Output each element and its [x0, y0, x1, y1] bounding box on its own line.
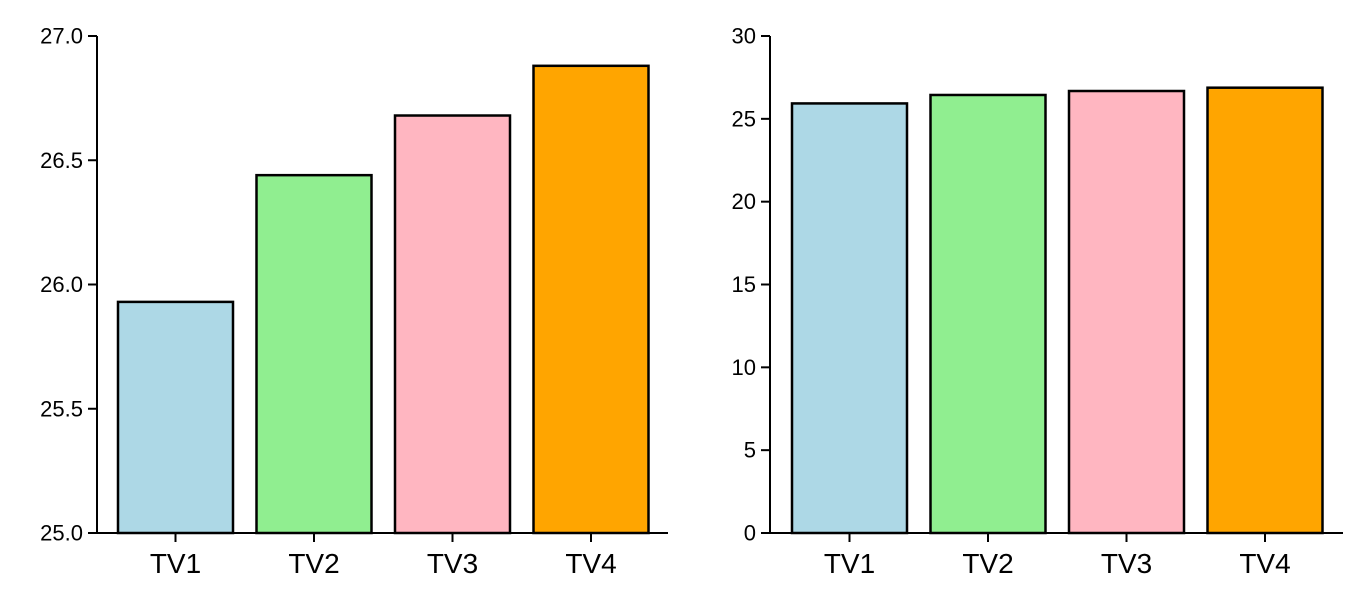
y-tick-label: 25.5: [40, 396, 83, 421]
left-bar-chart: 25.0 25.5 26.0 26.5 27.0 TV1 TV2 TV3 TV4: [40, 24, 668, 579]
y-tick-label: 26.0: [40, 272, 83, 297]
y-tick-label: 5: [744, 438, 756, 463]
x-tick-label-tv1: TV1: [150, 548, 201, 579]
bar-tv1: [790, 102, 909, 535]
right-bar-chart: 0 5 10 15 20 25 30 TV1 TV2 TV3 TV4: [732, 24, 1343, 579]
y-tick-label: 20: [732, 189, 756, 214]
y-tick-label: 25: [732, 106, 756, 131]
y-tick-label: 15: [732, 272, 756, 297]
bar-tv3: [393, 114, 512, 535]
bar-tv3: [1067, 89, 1186, 535]
x-tick-label-tv3: TV3: [427, 548, 478, 579]
y-tick-label: 25.0: [40, 521, 83, 546]
bar-tv4: [532, 64, 650, 535]
x-tick-label-tv2: TV2: [962, 548, 1013, 579]
x-tick-label-tv4: TV4: [565, 548, 616, 579]
x-tick-label-tv4: TV4: [1239, 548, 1290, 579]
bar-tv4: [1206, 86, 1324, 535]
bar-tv2: [929, 93, 1047, 535]
bar-tv1: [116, 300, 235, 535]
x-tick-label-tv2: TV2: [288, 548, 339, 579]
y-tick-label: 26.5: [40, 148, 83, 173]
y-tick-label: 0: [744, 521, 756, 546]
x-tick-label-tv1: TV1: [824, 548, 875, 579]
x-tick-label-tv3: TV3: [1101, 548, 1152, 579]
y-tick-label: 30: [732, 24, 756, 49]
bar-tv2: [255, 173, 373, 535]
y-tick-label: 10: [732, 355, 756, 380]
y-tick-label: 27.0: [40, 24, 83, 49]
